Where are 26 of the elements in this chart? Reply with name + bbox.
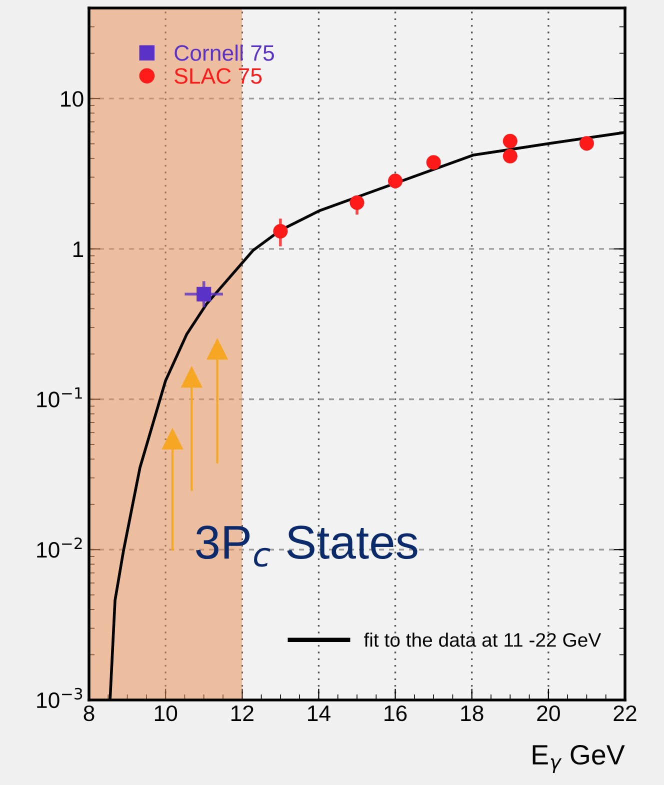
y-tick-label: 10$^{−3}$ (37, 688, 82, 708)
x-tick-label: 14 (308, 706, 330, 721)
y-tick-label: 10$^{−1}$ (37, 387, 82, 408)
point (388, 174, 403, 188)
x-tick-label: 16 (384, 705, 407, 722)
legend-label: Cornell 75 (174, 44, 274, 61)
x-axis-title: E$_{γ}$ GeV (532, 744, 625, 773)
x-tick-label: 8 (84, 705, 94, 722)
point (502, 134, 518, 148)
point (196, 286, 212, 302)
y-tick-label: 10$^{−2}$ (37, 537, 82, 558)
annotation: 3P$_{c}$ States (196, 526, 418, 567)
point (426, 155, 441, 170)
x-tick-label: 10 (154, 705, 178, 722)
x-tick-label: 22 (614, 705, 636, 721)
x-tick-label: 18 (461, 705, 484, 722)
point (273, 224, 288, 239)
point (579, 136, 594, 151)
legend-label: SLAC 75 (174, 68, 262, 84)
point (502, 148, 518, 164)
x-tick-label: 20 (537, 705, 560, 722)
y-tick-label: 1 (73, 242, 84, 257)
y-tick-label: 10 (61, 91, 84, 107)
x-tick-label: 12 (231, 705, 254, 721)
point (350, 195, 364, 210)
legend-label: fit to the data at 11 -22 GeV (364, 632, 602, 647)
